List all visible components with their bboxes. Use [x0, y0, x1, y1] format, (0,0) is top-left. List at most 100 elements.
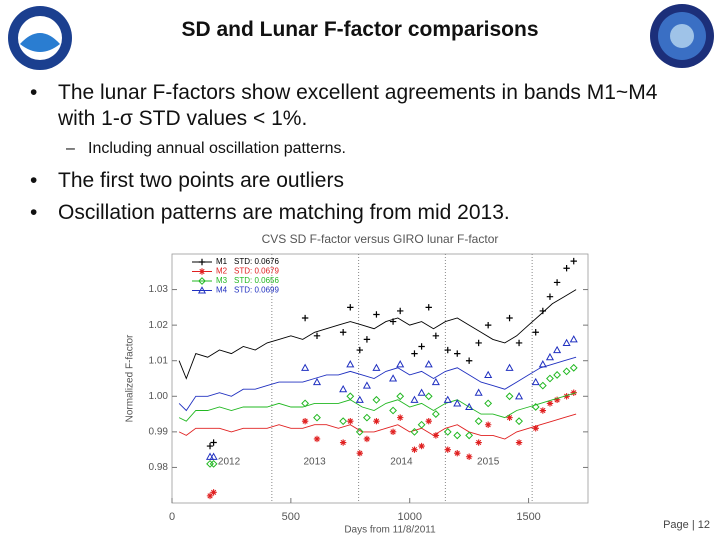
lunar-point	[546, 400, 554, 407]
legend-std: STD: 0.0699	[234, 286, 279, 295]
lunar-point	[313, 413, 321, 422]
lunar-point	[373, 417, 380, 425]
lunar-point	[389, 406, 397, 415]
lunar-point	[484, 399, 493, 408]
year-label: 2013	[304, 457, 327, 468]
lunar-point	[209, 459, 218, 468]
year-label: 2014	[390, 457, 413, 468]
lunar-point	[532, 329, 539, 336]
lunar-point	[474, 388, 483, 396]
lunar-point	[339, 329, 347, 336]
lunar-point	[301, 417, 309, 425]
lunar-point	[389, 428, 397, 436]
slide-title: SD and Lunar F-factor comparisons	[181, 18, 539, 41]
lunar-point	[373, 311, 380, 318]
lunar-point	[505, 363, 514, 371]
lunar-point	[454, 450, 461, 457]
lunar-point	[443, 395, 452, 403]
lunar-point	[425, 304, 432, 311]
lunar-point	[356, 346, 363, 354]
lunar-point	[444, 446, 451, 453]
lunar-point	[389, 374, 398, 382]
page-number: Page | 12	[663, 519, 710, 531]
lunar-point	[363, 336, 371, 343]
lunar-point	[506, 314, 513, 322]
lunar-point	[432, 432, 440, 439]
lunar-point	[553, 345, 562, 354]
lunar-point	[417, 388, 426, 396]
year-label: 2012	[218, 457, 241, 468]
lunar-point	[432, 332, 440, 340]
lunar-point	[506, 414, 513, 421]
lunar-point	[397, 414, 404, 421]
lunar-point	[417, 420, 426, 429]
lunar-point	[210, 439, 217, 446]
lunar-point	[546, 374, 554, 383]
y-tick-label: 1.02	[149, 320, 169, 331]
lunar-point	[515, 439, 523, 446]
bullet: The first two points are outliers	[30, 168, 670, 194]
lunar-point	[346, 392, 355, 401]
sd-line	[178, 413, 577, 440]
lunar-point	[465, 453, 473, 460]
lunar-point	[553, 371, 562, 379]
lunar-point	[362, 381, 371, 389]
lunar-point	[553, 279, 561, 286]
x-axis-label: Days from 11/8/2011	[344, 525, 436, 536]
lunar-point	[301, 363, 310, 371]
sd-line	[178, 289, 577, 380]
lunar-point	[347, 417, 354, 425]
lunar-point	[570, 257, 577, 265]
lunar-point	[313, 435, 321, 443]
lunar-point	[372, 363, 381, 371]
x-tick-label: 0	[169, 511, 175, 523]
chart: CVS SD F-factor versus GIRO lunar F-fact…	[118, 228, 590, 540]
lunar-point	[425, 417, 432, 425]
lunar-point	[444, 346, 451, 354]
lunar-point	[553, 396, 561, 404]
lunar-point	[312, 377, 322, 386]
x-tick-label: 500	[282, 511, 300, 523]
lunar-point	[424, 360, 433, 368]
x-tick-label: 1500	[516, 511, 540, 523]
lunar-point	[339, 439, 347, 446]
y-axis-label: Normalized F-factor	[125, 334, 136, 422]
lunar-point	[443, 427, 452, 436]
lunar-point	[206, 442, 214, 450]
bullet: The lunar F-factors show excellent agree…	[30, 80, 670, 132]
sd-line	[178, 392, 577, 422]
lunar-point	[484, 370, 493, 379]
lunar-point	[411, 350, 418, 357]
lunar-point	[363, 413, 371, 422]
lunar-point	[569, 335, 578, 343]
year-label: 2015	[477, 457, 500, 468]
lunar-point	[569, 363, 578, 372]
lunar-point	[546, 293, 554, 300]
lunar-point	[418, 343, 425, 350]
legend-marker	[198, 268, 206, 275]
bullet: Oscillation patterns are matching from m…	[30, 200, 670, 226]
lunar-point	[475, 339, 482, 347]
lunar-point	[453, 399, 462, 407]
lunar-point	[539, 407, 547, 414]
lunar-point	[515, 339, 523, 347]
mission-logo	[650, 4, 714, 68]
y-tick-label: 1.03	[149, 284, 169, 295]
lunar-point	[424, 392, 433, 401]
y-tick-label: 0.99	[149, 426, 169, 437]
lunar-point	[356, 450, 363, 457]
sd-line	[178, 356, 577, 412]
lunar-point	[339, 384, 348, 393]
lunar-point	[465, 402, 474, 411]
y-tick-label: 1.00	[149, 391, 169, 402]
lunar-point	[363, 435, 371, 443]
lunar-point	[474, 417, 483, 426]
legend-std: STD: 0.0679	[234, 267, 279, 276]
legend-name: M4	[216, 286, 228, 295]
lunar-point	[346, 360, 355, 368]
lunar-point	[396, 360, 405, 368]
lunar-point	[355, 395, 364, 403]
lunar-point	[210, 489, 217, 496]
bullet-list: The lunar F-factors show excellent agree…	[30, 80, 670, 232]
lunar-point	[563, 265, 570, 272]
